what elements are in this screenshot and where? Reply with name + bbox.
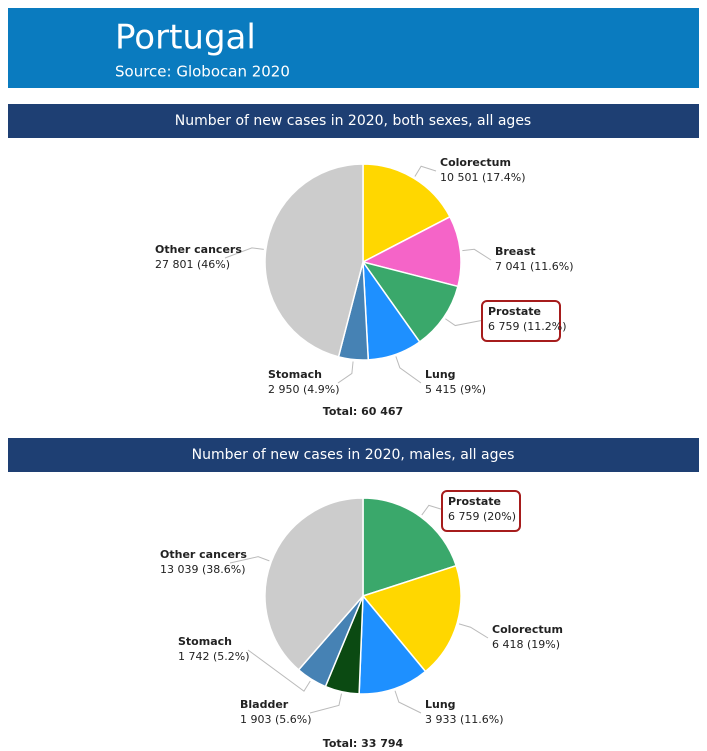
leader-line	[445, 318, 485, 327]
slice-name: Breast	[495, 245, 536, 258]
total: Total: 60 467	[323, 405, 403, 418]
pie-slice	[358, 594, 427, 695]
slice-name: Prostate	[448, 495, 501, 508]
chart-title: Number of new cases in 2020, males, all …	[192, 447, 515, 463]
slice-value: 6 418 (19%)	[492, 638, 560, 651]
header-title: Portugal	[115, 18, 256, 58]
leader-line	[394, 690, 422, 714]
slice-value: 10 501 (17.4%)	[440, 171, 526, 184]
slice-value: 6 759 (20%)	[448, 510, 516, 523]
title-band	[8, 104, 699, 138]
slice-name: Stomach	[268, 368, 322, 381]
leader-line	[337, 361, 354, 384]
pie-slice	[264, 497, 364, 671]
leader-line	[458, 623, 489, 639]
slice-value: 3 933 (11.6%)	[425, 713, 504, 726]
leader-line	[224, 247, 264, 259]
slice-name: Colorectum	[440, 156, 511, 169]
leader-line	[462, 248, 492, 261]
slice-value: 13 039 (38.6%)	[160, 563, 246, 576]
total: Total: 33 794	[323, 737, 404, 750]
title-band	[8, 438, 699, 472]
slice-value: 27 801 (46%)	[155, 258, 230, 271]
charts: Number of new cases in 2020, both sexes,…	[8, 104, 699, 750]
pie-slice	[360, 215, 462, 288]
header-band	[8, 8, 699, 88]
pie-slice	[362, 163, 451, 264]
leader-line	[309, 693, 343, 714]
slice-name: Lung	[425, 368, 456, 381]
slice-value: 2 950 (4.9%)	[268, 383, 340, 396]
highlight-box	[481, 300, 561, 342]
slice-value: 6 759 (11.2%)	[488, 320, 567, 333]
slice-name: Stomach	[178, 635, 232, 648]
leader-line	[414, 165, 437, 177]
pie-slice	[362, 497, 458, 598]
pie-slice	[361, 564, 462, 673]
slice-name: Prostate	[488, 305, 541, 318]
slice-value: 7 041 (11.6%)	[495, 260, 574, 273]
slice-name: Bladder	[240, 698, 289, 711]
slice-value: 1 903 (5.6%)	[240, 713, 312, 726]
highlight-box	[441, 490, 521, 532]
pie-slice	[361, 260, 459, 344]
slice-value: 1 742 (5.2%)	[178, 650, 250, 663]
leader-line	[421, 504, 445, 516]
slice-value: 5 415 (9%)	[425, 383, 486, 396]
slice-name: Other cancers	[160, 548, 247, 561]
slice-name: Colorectum	[492, 623, 563, 636]
pie-slice	[264, 163, 364, 358]
slice-name: Lung	[425, 698, 456, 711]
chart-title: Number of new cases in 2020, both sexes,…	[175, 113, 531, 129]
leader-line	[229, 556, 270, 564]
header-subtitle: Source: Globocan 2020	[115, 63, 290, 81]
leader-line	[395, 356, 422, 384]
slice-name: Other cancers	[155, 243, 242, 256]
leader-line	[247, 649, 311, 692]
